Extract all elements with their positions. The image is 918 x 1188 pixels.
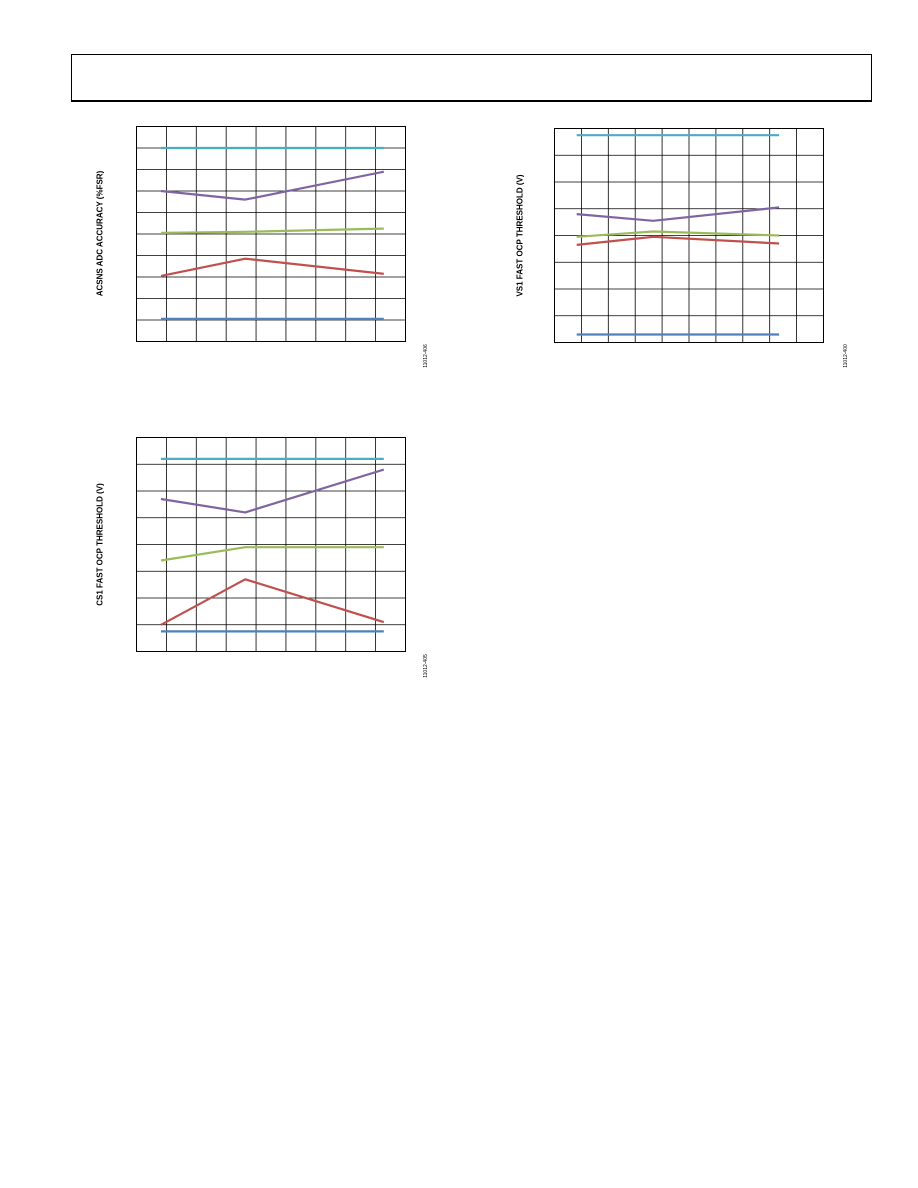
chart-acsns [136,126,406,342]
chart-cs1-plot [136,437,406,652]
chart-vs1-figure-id: 11012-400 [843,344,849,368]
chart-vs1-ylabel: VS1 FAST OCP THRESHOLD (V) [515,174,525,297]
cs1-series-line-3 [160,546,384,562]
cs1-series-line-2 [160,468,385,514]
chart-cs1-ylabel: CS1 FAST OCP THRESHOLD (V) [95,483,105,606]
chart-cs1 [136,437,406,652]
vs1-series-line-3 [576,230,780,238]
acsns-series-line-2 [160,170,385,201]
vs1-plot-frame [554,128,824,343]
chart-acsns-plot [136,126,406,342]
chart-acsns-figure-id: 11012-406 [423,344,429,368]
vs1-series-line-4 [576,235,780,246]
page-header [71,54,872,102]
acsns-series-line-4 [160,257,384,277]
chart-vs1-plot [554,128,824,343]
chart-cs1-figure-id: 11012-405 [423,654,429,678]
acsns-grid [136,126,406,342]
cs1-series-line-4 [160,578,385,626]
acsns-plot-frame [136,126,406,342]
vs1-series-line-2 [576,206,780,222]
acsns-series-line-3 [160,227,384,234]
chart-acsns-ylabel: ACSNS ADC ACCURACY (%FSR) [95,170,105,297]
cs1-plot-frame [136,437,406,652]
cs1-grid [136,437,406,652]
chart-vs1 [554,128,824,343]
